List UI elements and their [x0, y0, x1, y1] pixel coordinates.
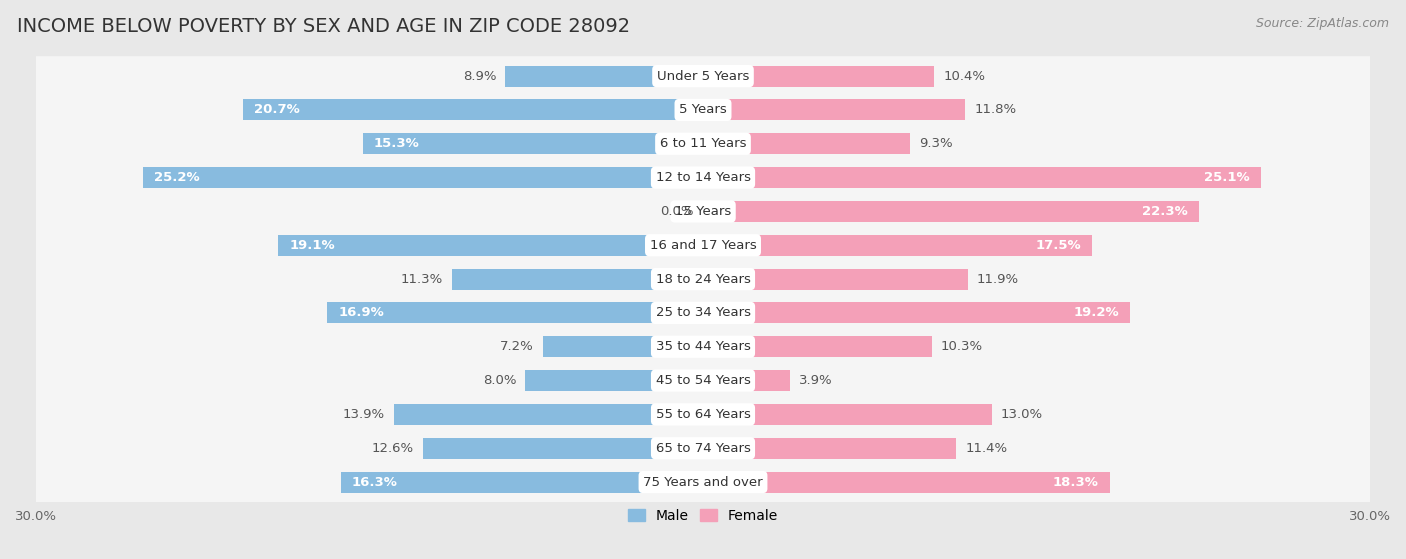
Bar [423, 438, 703, 459]
FancyBboxPatch shape [21, 158, 1385, 197]
Text: 11.9%: 11.9% [977, 273, 1018, 286]
Text: 25.1%: 25.1% [1205, 171, 1250, 184]
Bar [703, 302, 1130, 324]
FancyBboxPatch shape [21, 259, 1385, 299]
Text: 55 to 64 Years: 55 to 64 Years [655, 408, 751, 421]
Text: 5 Years: 5 Years [679, 103, 727, 116]
Text: 16.9%: 16.9% [339, 306, 384, 319]
Bar [703, 201, 1199, 222]
Bar [703, 404, 993, 425]
FancyBboxPatch shape [21, 192, 1385, 231]
Text: 65 to 74 Years: 65 to 74 Years [655, 442, 751, 454]
Bar [703, 337, 932, 357]
Bar [703, 167, 1261, 188]
FancyBboxPatch shape [21, 327, 1385, 367]
Bar [340, 472, 703, 492]
Text: 8.9%: 8.9% [463, 70, 496, 83]
Bar [703, 269, 967, 290]
Text: 10.3%: 10.3% [941, 340, 983, 353]
Text: 10.4%: 10.4% [943, 70, 986, 83]
Text: 15.3%: 15.3% [374, 138, 420, 150]
Bar [328, 302, 703, 324]
Text: 75 Years and over: 75 Years and over [643, 476, 763, 489]
Text: 35 to 44 Years: 35 to 44 Years [655, 340, 751, 353]
Bar [505, 65, 703, 87]
Bar [524, 370, 703, 391]
Text: 16.3%: 16.3% [352, 476, 398, 489]
Text: 19.1%: 19.1% [290, 239, 335, 252]
Text: 12 to 14 Years: 12 to 14 Years [655, 171, 751, 184]
Text: Source: ZipAtlas.com: Source: ZipAtlas.com [1256, 17, 1389, 30]
Text: 17.5%: 17.5% [1035, 239, 1081, 252]
Text: 11.4%: 11.4% [966, 442, 1008, 454]
Bar [703, 438, 956, 459]
FancyBboxPatch shape [21, 225, 1385, 265]
Text: 13.0%: 13.0% [1001, 408, 1043, 421]
Bar [451, 269, 703, 290]
Text: 8.0%: 8.0% [482, 374, 516, 387]
Text: 9.3%: 9.3% [918, 138, 952, 150]
Bar [394, 404, 703, 425]
Legend: Male, Female: Male, Female [623, 504, 783, 529]
Text: 12.6%: 12.6% [371, 442, 413, 454]
FancyBboxPatch shape [21, 124, 1385, 164]
Bar [703, 472, 1109, 492]
Bar [703, 65, 934, 87]
Text: 18.3%: 18.3% [1053, 476, 1098, 489]
Text: 22.3%: 22.3% [1142, 205, 1188, 218]
Bar [363, 133, 703, 154]
Text: 6 to 11 Years: 6 to 11 Years [659, 138, 747, 150]
Text: 13.9%: 13.9% [343, 408, 385, 421]
Text: 3.9%: 3.9% [799, 374, 832, 387]
Bar [703, 370, 790, 391]
Bar [543, 337, 703, 357]
Text: 18 to 24 Years: 18 to 24 Years [655, 273, 751, 286]
Bar [143, 167, 703, 188]
FancyBboxPatch shape [21, 293, 1385, 333]
Bar [243, 100, 703, 120]
Text: Under 5 Years: Under 5 Years [657, 70, 749, 83]
FancyBboxPatch shape [21, 56, 1385, 96]
Text: INCOME BELOW POVERTY BY SEX AND AGE IN ZIP CODE 28092: INCOME BELOW POVERTY BY SEX AND AGE IN Z… [17, 17, 630, 36]
Text: 25 to 34 Years: 25 to 34 Years [655, 306, 751, 319]
Text: 11.3%: 11.3% [401, 273, 443, 286]
Text: 11.8%: 11.8% [974, 103, 1017, 116]
FancyBboxPatch shape [21, 361, 1385, 401]
Text: 45 to 54 Years: 45 to 54 Years [655, 374, 751, 387]
FancyBboxPatch shape [21, 90, 1385, 130]
Bar [703, 133, 910, 154]
Bar [278, 235, 703, 256]
FancyBboxPatch shape [21, 428, 1385, 468]
Text: 15 Years: 15 Years [675, 205, 731, 218]
Bar [703, 235, 1092, 256]
FancyBboxPatch shape [21, 395, 1385, 434]
FancyBboxPatch shape [21, 462, 1385, 502]
Text: 19.2%: 19.2% [1073, 306, 1119, 319]
Text: 7.2%: 7.2% [501, 340, 534, 353]
Text: 25.2%: 25.2% [153, 171, 200, 184]
Text: 20.7%: 20.7% [254, 103, 299, 116]
Text: 0.0%: 0.0% [661, 205, 695, 218]
Bar [703, 100, 966, 120]
Text: 16 and 17 Years: 16 and 17 Years [650, 239, 756, 252]
